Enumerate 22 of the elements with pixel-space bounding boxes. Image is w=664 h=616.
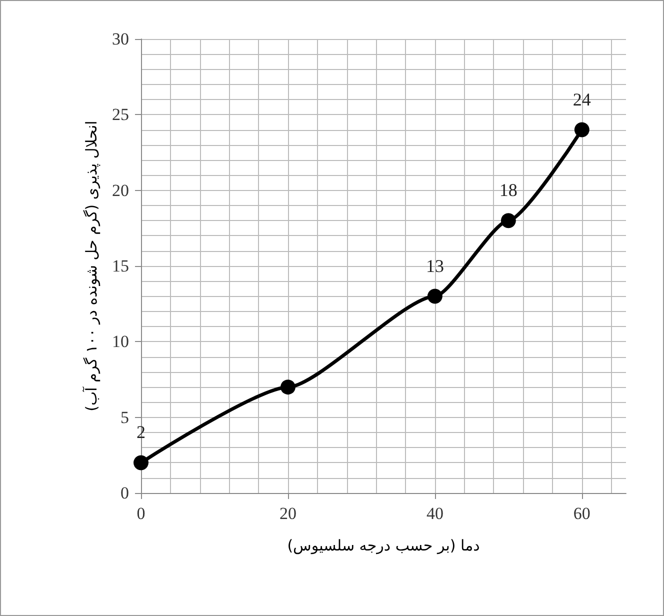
x-tick-label: 60 [573, 504, 590, 523]
x-axis-title: دما (بر حسب درجه سلسیوس) [287, 536, 480, 554]
point [500, 213, 516, 228]
data-label: 13 [426, 256, 444, 276]
x-tick-label: 20 [279, 504, 296, 523]
y-tick-label: 10 [112, 332, 129, 352]
point [134, 455, 148, 470]
point [280, 380, 296, 395]
point [574, 122, 590, 138]
point [427, 288, 442, 304]
y-axis-title: انحلال پذیری (گرم حل شونده در ۱۰۰ گرم آب) [82, 120, 100, 412]
data-label: 18 [499, 180, 518, 200]
x-tick-label: 40 [426, 504, 444, 523]
y-tick-label: 20 [112, 180, 129, 200]
data-label: 24 [572, 89, 591, 110]
data-label: 2 [136, 422, 146, 442]
y-tick-label: 25 [112, 105, 129, 124]
x-tick-label: 0 [136, 504, 146, 523]
y-tick-label: 0 [120, 484, 129, 502]
y-tick-label: 15 [112, 256, 129, 276]
y-tick-label: 5 [120, 408, 129, 427]
y-tick-label: 30 [112, 30, 129, 48]
